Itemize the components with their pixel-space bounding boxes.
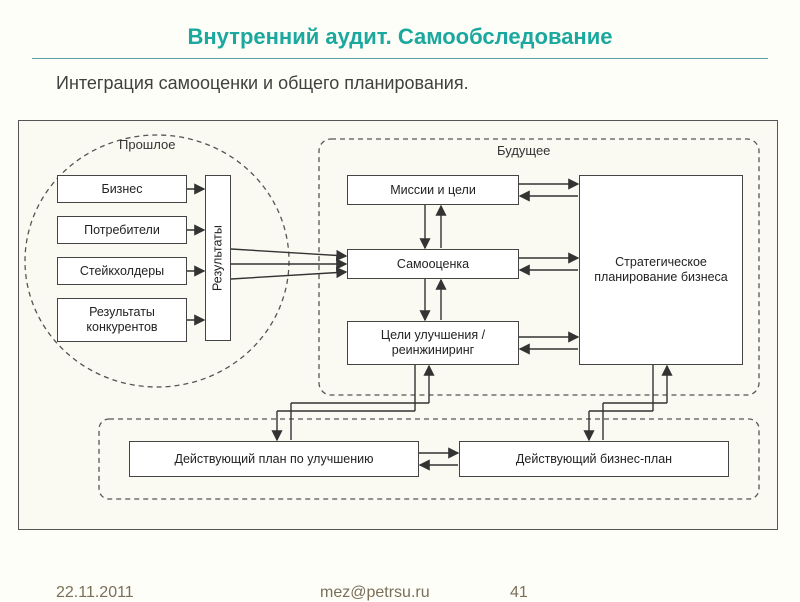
box-business: Бизнес bbox=[57, 175, 187, 203]
box-selfassessment: Самооценка bbox=[347, 249, 519, 279]
slide-title: Внутренний аудит. Самообследование bbox=[0, 0, 800, 58]
diagram-frame: Прошлое Будущее Бизнес Потребители Стейк… bbox=[18, 120, 778, 530]
box-consumers: Потребители bbox=[57, 216, 187, 244]
box-competitor-results: Результаты конкурентов bbox=[57, 298, 187, 342]
box-strategic-planning: Стратегическое планирование бизнеса bbox=[579, 175, 743, 365]
horizontal-rule bbox=[32, 58, 768, 59]
box-mission: Миссии и цели bbox=[347, 175, 519, 205]
footer-page: 41 bbox=[510, 584, 528, 602]
box-plan-improvement: Действующий план по улучшению bbox=[129, 441, 419, 477]
diagram: Прошлое Будущее Бизнес Потребители Стейк… bbox=[19, 121, 777, 529]
footer-date: 22.11.2011 bbox=[56, 584, 134, 602]
box-plan-business: Действующий бизнес-план bbox=[459, 441, 729, 477]
label-future: Будущее bbox=[497, 143, 550, 158]
label-past: Прошлое bbox=[119, 137, 175, 152]
box-improvement-goals: Цели улучшения / реинжиниринг bbox=[347, 321, 519, 365]
footer-email: mez@petrsu.ru bbox=[320, 584, 430, 602]
box-results-vertical: Результаты bbox=[205, 175, 231, 341]
slide-subtitle: Интеграция самооценки и общего планирова… bbox=[56, 73, 800, 94]
box-stakeholders: Стейкхолдеры bbox=[57, 257, 187, 285]
